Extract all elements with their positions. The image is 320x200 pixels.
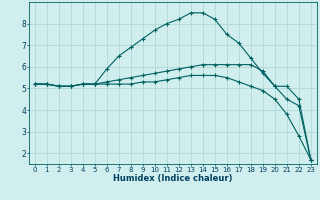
X-axis label: Humidex (Indice chaleur): Humidex (Indice chaleur) bbox=[113, 174, 233, 183]
